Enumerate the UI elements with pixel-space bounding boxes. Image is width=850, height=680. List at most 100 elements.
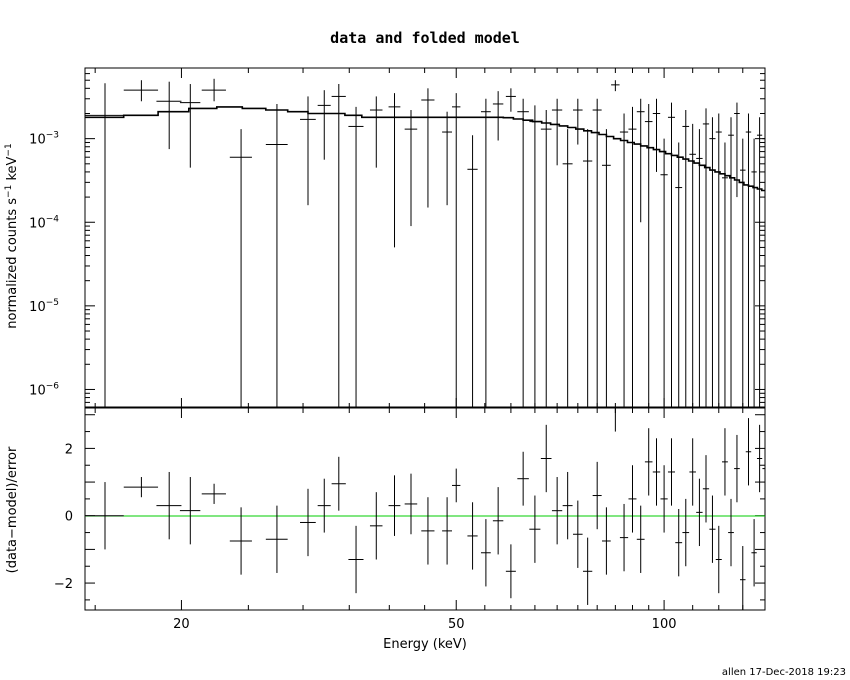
- data-point: [467, 135, 478, 408]
- residual-point: [201, 483, 226, 504]
- model-line: [85, 106, 765, 192]
- residual-point: [602, 507, 611, 575]
- data-point: [492, 91, 504, 141]
- data-point: [636, 98, 645, 223]
- residual-point: [756, 424, 763, 493]
- data-point: [331, 84, 346, 408]
- y-tick-label-bottom: 2: [65, 442, 73, 457]
- y-tick-label-top: 10−6: [29, 381, 59, 398]
- x-axis-label: Energy (keV): [383, 637, 467, 652]
- data-point: [667, 102, 675, 408]
- data-point: [201, 78, 226, 102]
- residual-point: [611, 407, 620, 432]
- y-axis-label-bottom: (data−model)/error: [5, 446, 20, 573]
- y-tick-label-top: 10−3: [29, 131, 59, 148]
- data-point: [628, 106, 637, 408]
- data-point: [592, 98, 602, 408]
- residual-point: [388, 475, 401, 536]
- residual-point: [562, 471, 573, 540]
- data-point: [300, 96, 316, 206]
- residual-point: [734, 434, 740, 503]
- data-point: [572, 98, 583, 145]
- residual-point: [745, 418, 752, 486]
- data-point: [715, 113, 722, 408]
- data-point: [229, 129, 252, 408]
- residual-point: [751, 519, 757, 587]
- residual-point: [156, 471, 182, 540]
- residual-point: [229, 507, 252, 575]
- residual-point: [572, 500, 583, 568]
- residual-point: [123, 477, 159, 498]
- data-point: [517, 98, 529, 408]
- residual-points: [85, 407, 766, 610]
- data-point: [317, 90, 331, 160]
- data-point: [722, 142, 728, 408]
- residual-point: [636, 505, 645, 573]
- data-point: [644, 103, 653, 408]
- data-point: [762, 119, 766, 408]
- data-point: [660, 138, 668, 408]
- data-point: [156, 81, 182, 150]
- x-tick-label: 20: [173, 617, 190, 632]
- residual-point: [582, 537, 593, 605]
- residual-point: [451, 468, 461, 503]
- data-point: [682, 110, 690, 408]
- residual-point: [702, 455, 710, 523]
- residual-point: [348, 525, 364, 594]
- data-point: [369, 96, 383, 168]
- data-point: [702, 108, 710, 408]
- residual-point: [644, 428, 653, 496]
- chart-title: data and folded model: [330, 29, 520, 47]
- residual-point: [592, 461, 602, 530]
- top-panel-frame: [84, 67, 766, 409]
- residual-point: [492, 487, 504, 555]
- data-point: [562, 129, 573, 408]
- residual-point: [551, 477, 563, 545]
- ylabel-main: normalized counts s: [5, 198, 20, 329]
- residual-point: [682, 498, 690, 567]
- residual-point: [619, 503, 629, 572]
- residual-point: [529, 495, 541, 563]
- residual-point: [715, 525, 722, 594]
- residual-point: [667, 438, 675, 506]
- data-point: [421, 88, 435, 208]
- residual-point: [652, 438, 661, 506]
- data-point: [745, 113, 752, 408]
- data-point: [739, 138, 746, 408]
- data-point: [265, 103, 288, 408]
- residual-point: [660, 465, 668, 533]
- data-point: [602, 129, 611, 408]
- residual-point: [467, 502, 478, 570]
- model-step-line: [85, 106, 765, 408]
- data-point: [123, 80, 159, 102]
- data-point: [652, 98, 661, 172]
- residual-point: [517, 451, 529, 506]
- data-point: [442, 111, 452, 206]
- residual-point: [505, 544, 516, 599]
- residual-point: [404, 473, 418, 535]
- data-point: [734, 102, 740, 198]
- residual-point: [728, 498, 734, 567]
- data-point: [388, 93, 401, 248]
- residual-point: [179, 477, 201, 545]
- residual-point: [300, 488, 316, 557]
- data-point: [751, 138, 757, 408]
- y-tick-label-bottom: 0: [65, 510, 73, 525]
- data-point: [404, 110, 418, 227]
- residual-point: [696, 478, 703, 547]
- y-axis-label-top: normalized counts s−1 keV−1: [4, 143, 20, 328]
- residual-point: [480, 519, 491, 587]
- data-point: [348, 106, 364, 408]
- data-point: [619, 113, 629, 408]
- x-tick-label: 50: [448, 617, 465, 632]
- data-point: [551, 98, 563, 166]
- data-point: [696, 129, 703, 408]
- top-panel-ticks: 10−3 10−4 10−5 10−6: [29, 67, 766, 409]
- data-point: [582, 129, 593, 408]
- data-point: [480, 98, 491, 408]
- residual-point: [762, 434, 766, 503]
- data-point: [689, 123, 696, 408]
- ylabel-sup2: −1: [4, 143, 14, 156]
- ylabel-sup1: −1: [4, 185, 14, 198]
